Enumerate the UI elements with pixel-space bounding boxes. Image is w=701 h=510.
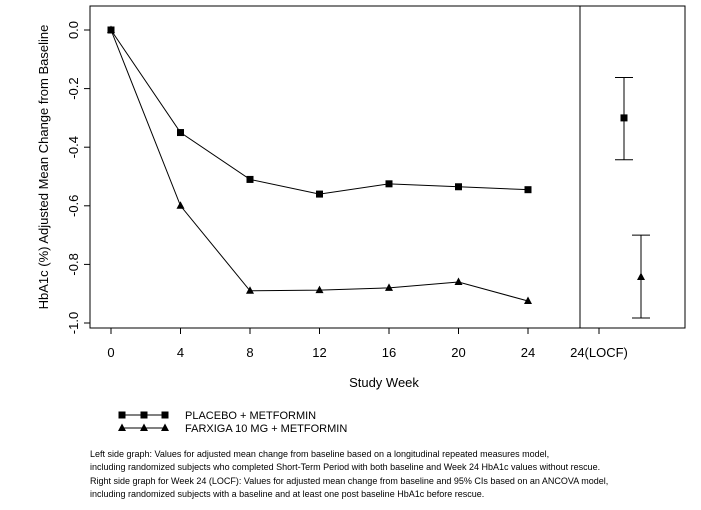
placebo-point xyxy=(177,129,184,137)
farxiga-point xyxy=(246,286,254,294)
placebo-point xyxy=(455,183,462,191)
legend-symbol-farxiga xyxy=(118,423,169,431)
y-tick-label: 0.0 xyxy=(66,21,81,39)
legend-marker-triangle xyxy=(118,423,126,431)
y-tick-label: -0.4 xyxy=(66,136,81,158)
farxiga-point xyxy=(385,283,393,291)
farxiga-locf-mean xyxy=(637,272,645,280)
farxiga-point xyxy=(176,201,185,209)
footnote-line-1: Left side graph: Values for adjusted mea… xyxy=(90,449,549,459)
x-tick-label: 8 xyxy=(246,345,253,360)
locf-panel xyxy=(615,76,650,319)
x-axis-title: Study Week xyxy=(349,375,419,390)
legend-marker-triangle xyxy=(140,423,148,431)
y-tick-label: -0.8 xyxy=(66,253,81,275)
legend: PLACEBO + METFORMIN FARXIGA 10 MG + METF… xyxy=(118,410,347,435)
x-tick-label: 20 xyxy=(451,345,465,360)
series-lines xyxy=(110,29,529,302)
footnote-line-3: Right side graph for Week 24 (LOCF): Val… xyxy=(90,476,608,486)
x-tick-label: 4 xyxy=(177,345,184,360)
placebo-line xyxy=(110,29,529,195)
legend-marker-square xyxy=(118,411,126,419)
y-tick-label: -0.2 xyxy=(66,77,81,99)
plot-frame xyxy=(89,5,686,329)
placebo-point xyxy=(246,175,254,183)
y-tick-label: -0.6 xyxy=(66,195,81,217)
placebo-locf-mean xyxy=(620,114,628,122)
legend-marker-square xyxy=(161,411,169,419)
footnotes: Left side graph: Values for adjusted mea… xyxy=(90,449,608,499)
footnote-line-2: including randomized subjects who comple… xyxy=(90,462,600,472)
x-tick-label: 24 xyxy=(521,345,535,360)
legend-label-farxiga: FARXIGA 10 MG + METFORMIN xyxy=(185,423,347,435)
legend-marker-triangle xyxy=(161,423,169,431)
y-axis-title: HbA1c (%) Adjusted Mean Change from Base… xyxy=(36,25,51,310)
farxiga-point xyxy=(107,25,115,33)
plot-border xyxy=(89,5,686,329)
placebo-point xyxy=(524,186,532,194)
x-tick-label: 16 xyxy=(382,345,396,360)
placebo-point xyxy=(316,190,323,198)
footnote-line-4: including randomized subjects with a bas… xyxy=(90,489,484,499)
farxiga-point xyxy=(524,296,532,305)
series-markers xyxy=(107,25,532,305)
placebo-point xyxy=(385,180,393,188)
farxiga-point xyxy=(454,277,463,285)
farxiga-line xyxy=(110,29,529,302)
x-tick-label: 0 xyxy=(107,345,114,360)
legend-label-placebo: PLACEBO + METFORMIN xyxy=(185,410,316,422)
x-tick-label: 12 xyxy=(312,345,326,360)
legend-symbol-placebo xyxy=(118,411,169,419)
legend-marker-square xyxy=(140,411,148,419)
x-tick-label: 24(LOCF) xyxy=(570,345,628,360)
y-tick-label: -1.0 xyxy=(66,312,81,334)
axis-ticks: 0.0 -0.2 -0.4 -0.6 -0.8 -1.0 0 4 8 12 16 20 24 24(LOC… xyxy=(66,21,628,360)
farxiga-point xyxy=(315,285,324,294)
